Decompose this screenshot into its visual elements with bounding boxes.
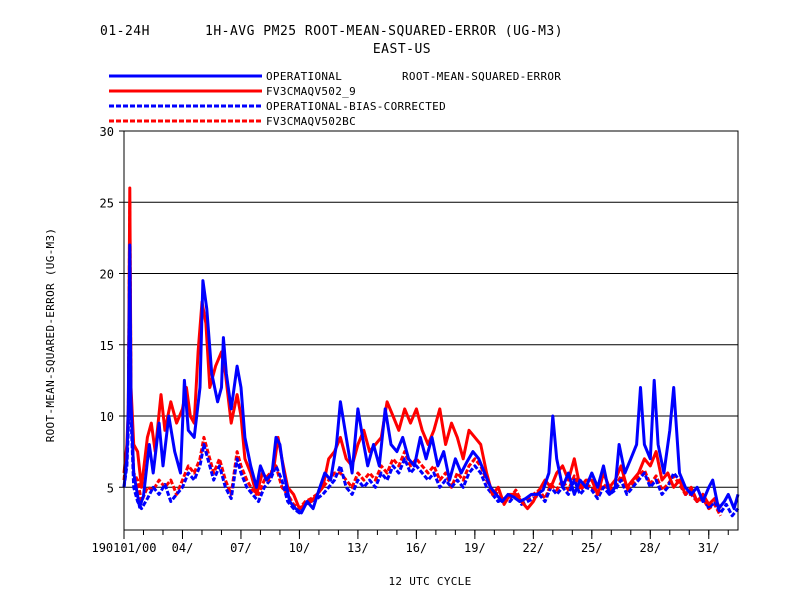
- y-tick-label: 25: [100, 196, 114, 210]
- chart-title-prefix: 01-24H: [100, 24, 150, 39]
- series-lines: [122, 186, 740, 518]
- legend-label-0: OPERATIONAL: [266, 70, 342, 83]
- y-tick-label: 5: [107, 481, 114, 495]
- x-tick-label: 28/: [639, 541, 661, 555]
- series-line-1: [122, 186, 722, 511]
- x-tick-label: 19/: [464, 541, 486, 555]
- legend-label-2: OPERATIONAL-BIAS-CORRECTED: [266, 100, 446, 113]
- y-axis: 5 10 15 20 25 30: [100, 125, 124, 495]
- x-tick-label: 25/: [581, 541, 603, 555]
- legend-label-1: FV3CMAQV502_9: [266, 85, 356, 98]
- y-tick-label: 10: [100, 410, 114, 424]
- x-tick-label: 16/: [406, 541, 428, 555]
- legend: OPERATIONAL FV3CMAQV502_9 OPERATIONAL-BIAS…: [109, 70, 446, 128]
- legend-label-3: FV3CMAQV502BC: [266, 115, 356, 128]
- x-axis-label: 12 UTC CYCLE: [388, 575, 471, 588]
- x-tick-label: 04/: [172, 541, 194, 555]
- series-line-3: [122, 200, 722, 517]
- y-tick-label: 15: [100, 339, 114, 353]
- chart-subtitle: EAST-US: [373, 42, 431, 57]
- plot-frame: [123, 130, 739, 531]
- x-tick-label: 31/: [698, 541, 720, 555]
- x-tick-label: 10/: [289, 541, 311, 555]
- series-line-0: [122, 243, 740, 515]
- x-tick-label: 13/: [347, 541, 369, 555]
- x-axis: 190101/00 04/07/10/13/16/19/22/25/28/31/: [91, 530, 729, 555]
- x-tick-label: 22/: [522, 541, 544, 555]
- x-tick-label: 190101/00: [91, 541, 156, 555]
- series-line-2: [122, 236, 740, 518]
- chart-title: 1H-AVG PM25 ROOT-MEAN-SQUARED-ERROR (UG-…: [205, 24, 563, 39]
- y-tick-label: 20: [100, 268, 114, 282]
- legend-caption: ROOT-MEAN-SQUARED-ERROR: [402, 70, 561, 83]
- x-tick-label: 07/: [230, 541, 252, 555]
- y-tick-label: 30: [100, 125, 114, 139]
- y-axis-label: ROOT-MEAN-SQUARED-ERROR (UG-M3): [44, 228, 57, 443]
- gridlines: [124, 201, 738, 488]
